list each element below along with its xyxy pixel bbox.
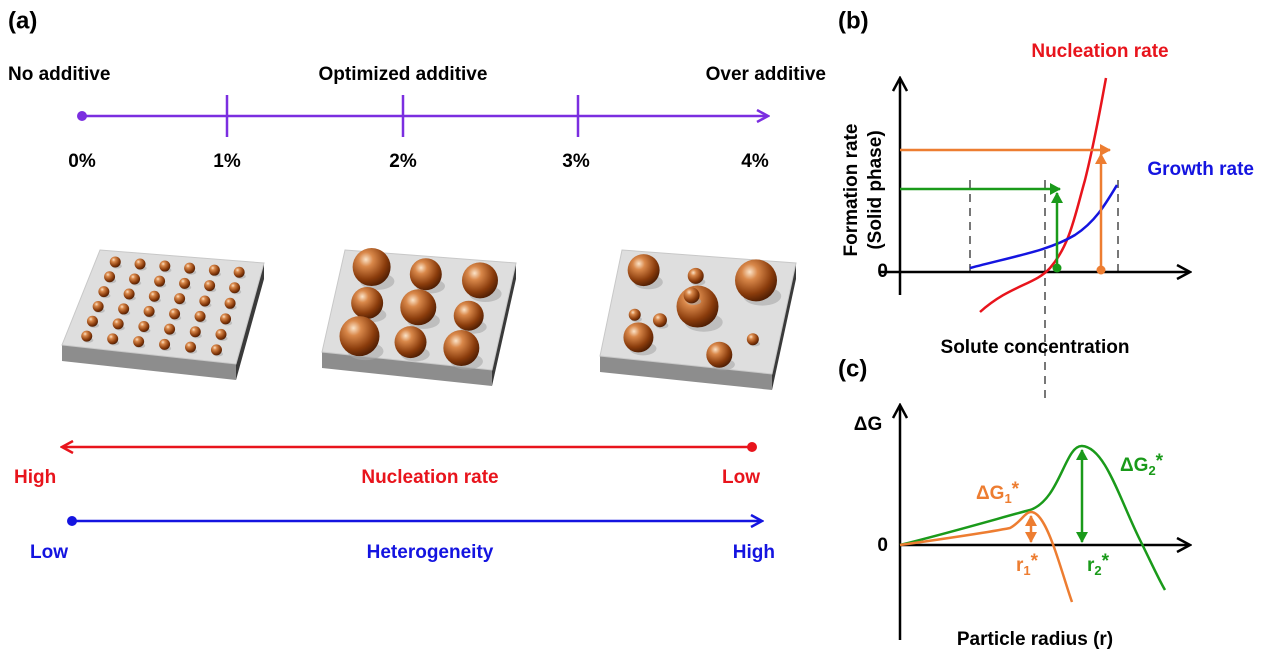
- copper-sphere: [138, 321, 149, 332]
- arrow-end-label: Low: [30, 542, 68, 563]
- copper-sphere: [443, 330, 479, 366]
- copper-sphere: [144, 306, 155, 317]
- copper-sphere: [211, 344, 222, 355]
- arrow-title: Heterogeneity: [367, 542, 494, 563]
- copper-sphere: [154, 276, 165, 287]
- panel-label: (a): [8, 7, 37, 34]
- arrow-dot: [747, 442, 757, 452]
- copper-sphere: [395, 326, 427, 358]
- orange-dot: [1097, 266, 1106, 275]
- copper-sphere: [215, 329, 226, 340]
- copper-sphere: [107, 333, 118, 344]
- curve-1: [900, 512, 1072, 602]
- panel-c: (c) ΔG 0 ΔG1* ΔG2* r1* r2* Particle radi…: [838, 355, 1190, 650]
- copper-sphere: [204, 280, 215, 291]
- x-axis-label: Solute concentration: [941, 337, 1130, 358]
- scale-tick-label: 4%: [741, 151, 769, 172]
- copper-sphere: [104, 271, 115, 282]
- copper-sphere: [179, 278, 190, 289]
- scale-start-dot: [77, 111, 87, 121]
- copper-sphere: [353, 248, 391, 286]
- scale-tick-label: 2%: [389, 151, 417, 172]
- scale-tick-label: 0%: [68, 151, 96, 172]
- y-axis-label: (Solid phase): [865, 130, 886, 249]
- copper-sphere: [169, 308, 180, 319]
- panel-label: (b): [838, 7, 869, 34]
- curve-label: Growth rate: [1147, 159, 1254, 180]
- copper-sphere: [184, 263, 195, 274]
- scale-label: Optimized additive: [319, 64, 488, 85]
- copper-sphere: [229, 282, 240, 293]
- copper-sphere: [454, 301, 484, 331]
- y-axis-label: ΔG: [854, 414, 882, 435]
- copper-sphere: [87, 316, 98, 327]
- curve-label: Nucleation rate: [1031, 41, 1168, 62]
- copper-sphere: [159, 339, 170, 350]
- copper-sphere: [135, 259, 146, 270]
- barrier-label: ΔG2*: [1120, 451, 1164, 478]
- copper-sphere: [220, 313, 231, 324]
- copper-sphere: [133, 336, 144, 347]
- figure: (a) No additive Optimized additive Over …: [0, 0, 1266, 659]
- arrow-end-label: High: [14, 467, 56, 488]
- x-axis-label: Particle radius (r): [957, 629, 1113, 650]
- panel-a: (a) No additive Optimized additive Over …: [8, 7, 826, 563]
- copper-sphere: [339, 316, 379, 356]
- scale-label: No additive: [8, 64, 110, 85]
- copper-sphere: [684, 287, 700, 303]
- radius-label: r1*: [1016, 551, 1039, 578]
- arrow-end-label: Low: [722, 467, 760, 488]
- substrates: [62, 248, 796, 390]
- copper-sphere: [190, 326, 201, 337]
- copper-sphere: [164, 324, 175, 335]
- copper-sphere: [124, 288, 135, 299]
- copper-sphere: [113, 318, 124, 329]
- copper-sphere: [195, 311, 206, 322]
- copper-sphere: [185, 342, 196, 353]
- copper-sphere: [209, 265, 220, 276]
- copper-sphere: [174, 293, 185, 304]
- copper-sphere: [629, 309, 641, 321]
- copper-sphere: [462, 262, 498, 298]
- copper-sphere: [199, 295, 210, 306]
- zero-label: 0: [877, 261, 888, 282]
- copper-sphere: [129, 273, 140, 284]
- barrier-label: ΔG1*: [976, 479, 1020, 506]
- y-axis-label: Formation rate: [841, 123, 862, 256]
- copper-sphere: [735, 259, 777, 301]
- arrow-title: Nucleation rate: [361, 467, 498, 488]
- zero-label: 0: [877, 535, 888, 556]
- growth-curve: [970, 185, 1117, 268]
- scale-tick-label: 3%: [562, 151, 590, 172]
- copper-sphere: [118, 303, 129, 314]
- copper-sphere: [623, 322, 653, 352]
- radius-label: r2*: [1087, 551, 1110, 578]
- copper-sphere: [149, 291, 160, 302]
- copper-sphere: [234, 267, 245, 278]
- copper-sphere: [93, 301, 104, 312]
- copper-sphere: [410, 258, 442, 290]
- copper-sphere: [653, 313, 667, 327]
- copper-sphere: [159, 261, 170, 272]
- copper-sphere: [81, 331, 92, 342]
- copper-sphere: [225, 298, 236, 309]
- copper-sphere: [688, 268, 704, 284]
- green-dot: [1053, 264, 1062, 273]
- copper-sphere: [706, 342, 732, 368]
- panel-label: (c): [838, 355, 867, 382]
- scale-label: Over additive: [706, 64, 826, 85]
- nucleation-curve: [980, 78, 1106, 312]
- scale-tick-label: 1%: [213, 151, 241, 172]
- copper-sphere: [747, 333, 759, 345]
- copper-sphere: [400, 289, 436, 325]
- arrow-dot: [67, 516, 77, 526]
- arrow-end-label: High: [733, 542, 775, 563]
- copper-sphere: [110, 256, 121, 267]
- panel-b: (b) Formation rate (Solid phase) 0 Nucle…: [838, 7, 1254, 402]
- copper-sphere: [628, 254, 660, 286]
- copper-sphere: [98, 286, 109, 297]
- copper-sphere: [351, 287, 383, 319]
